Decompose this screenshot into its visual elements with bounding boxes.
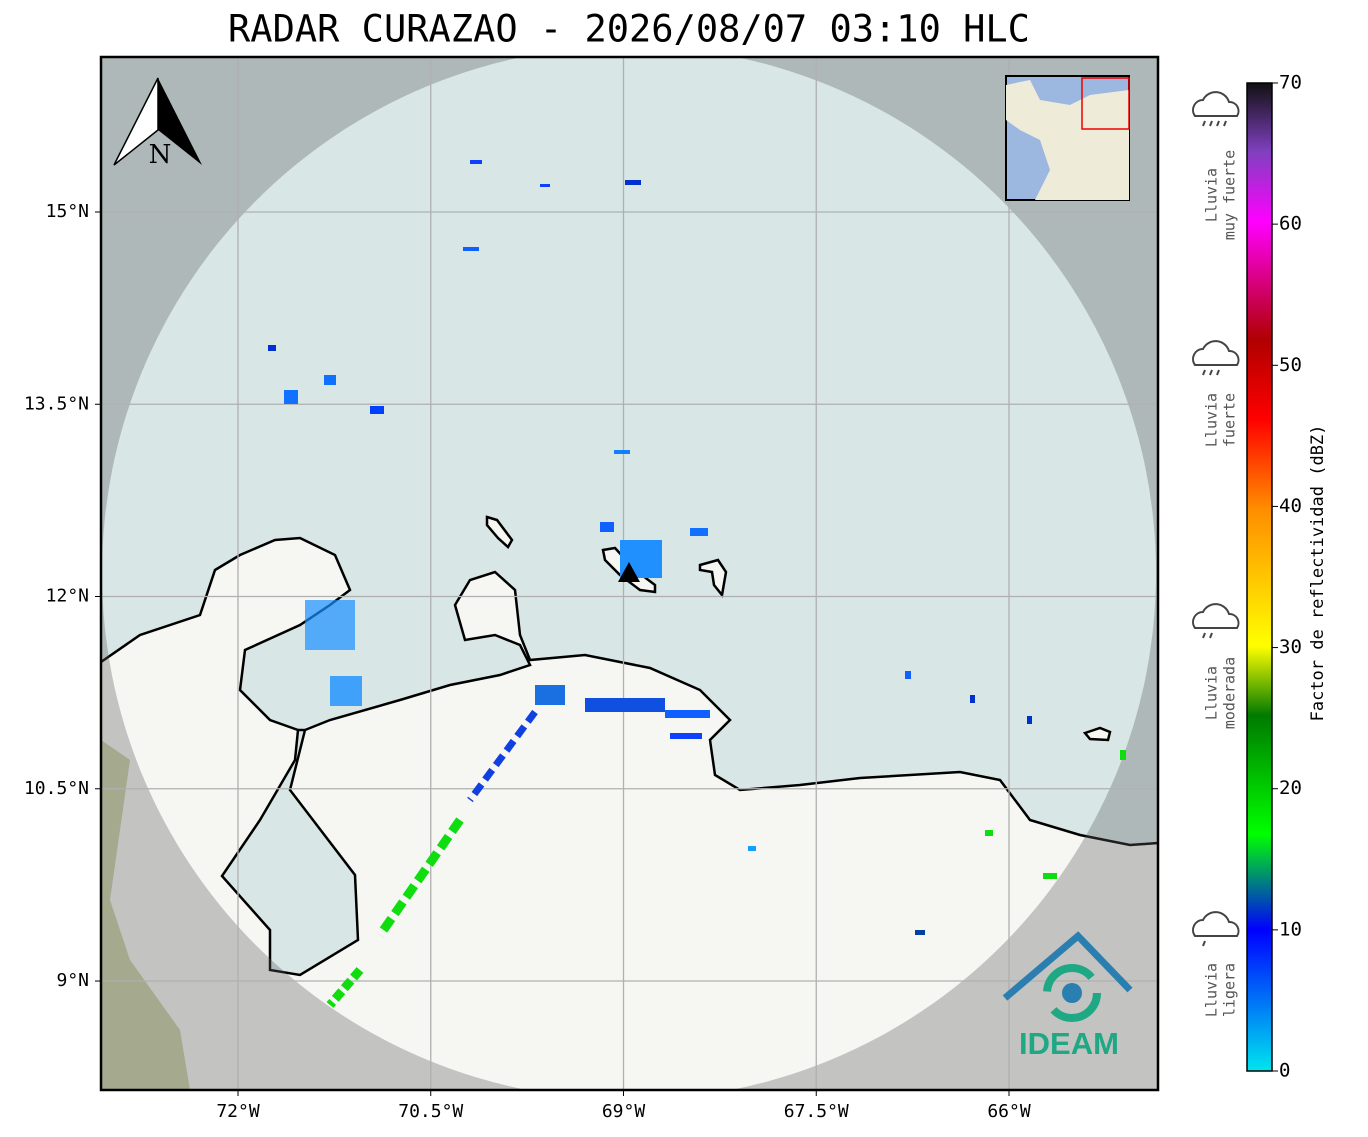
lon-tick-label: 67.5°W <box>784 1101 849 1122</box>
title: RADAR CURAZAO - 2026/08/07 03:10 HLC <box>228 8 1030 51</box>
logo-text: IDEAM <box>1019 1026 1119 1061</box>
colorbar-tick-label: 30 <box>1279 636 1302 658</box>
map: N IDEAM <box>101 57 1158 1090</box>
lat-tick-label: 15°N <box>46 201 89 222</box>
map-frame <box>99 55 1160 1092</box>
colorbar <box>1246 82 1273 1072</box>
rain-level-label: ligera <box>1221 963 1239 1017</box>
lake <box>220 728 360 977</box>
colorbar-tick-label: 0 <box>1279 1060 1290 1082</box>
lat-tick-label: 9°N <box>56 970 89 991</box>
colorbar-tick-label: 60 <box>1279 213 1302 235</box>
rain-drop <box>1209 369 1213 376</box>
coastline <box>101 536 1158 847</box>
rain-level-label: Lluvia <box>1203 393 1221 447</box>
islands <box>485 515 1112 742</box>
rain-drop <box>1202 940 1206 947</box>
rain-level-label: moderada <box>1221 657 1239 729</box>
colorbar-tick-label: 20 <box>1279 777 1302 799</box>
lon-tick-label: 72°W <box>216 1101 260 1122</box>
rain-icon <box>1192 911 1240 937</box>
lon-tick-label: 70.5°W <box>398 1101 463 1122</box>
colorbar-tick-label: 70 <box>1279 72 1302 94</box>
lat-tick-label: 10.5°N <box>24 778 89 799</box>
rain-drop <box>1216 369 1220 376</box>
logo <box>1002 931 1133 1022</box>
rain-drop <box>1209 120 1213 127</box>
rain-level-label: Lluvia <box>1203 963 1221 1017</box>
rain-icon <box>1192 91 1240 117</box>
colorbar-tick-label: 50 <box>1279 354 1302 376</box>
colorbar-tick-label: 40 <box>1279 495 1302 517</box>
colorbar-label: Factor de reflectividad (dBZ) <box>1308 425 1328 722</box>
rain-icon <box>1192 603 1240 629</box>
rain-icon <box>1192 340 1240 366</box>
rain-level-label: fuerte <box>1221 393 1239 447</box>
rain-drop <box>1202 120 1206 127</box>
rain-level-label: Lluvia <box>1203 666 1221 720</box>
rain-drop <box>1223 120 1227 127</box>
rain-drop <box>1216 120 1220 127</box>
rain-drop <box>1202 369 1206 376</box>
rain-level-label: Lluvia <box>1203 168 1221 222</box>
rain-icons <box>1192 91 1240 947</box>
north-label: N <box>149 140 172 170</box>
land <box>101 538 1158 1090</box>
rain-level-label: muy fuerte <box>1221 150 1239 240</box>
rain-drop <box>1209 632 1213 639</box>
rain-drop <box>1202 632 1206 639</box>
lat-tick-label: 12°N <box>46 586 89 607</box>
lat-tick-label: 13.5°N <box>24 393 89 414</box>
lon-tick-label: 69°W <box>602 1101 646 1122</box>
inset-map <box>1005 75 1130 201</box>
lon-tick-label: 66°W <box>987 1101 1031 1122</box>
north-arrow <box>113 77 202 166</box>
grid <box>101 57 1158 1090</box>
radar-site <box>618 562 640 582</box>
colorbar-tick-label: 10 <box>1279 918 1302 940</box>
radar-echoes <box>268 160 1126 1008</box>
land-west <box>101 740 190 1090</box>
